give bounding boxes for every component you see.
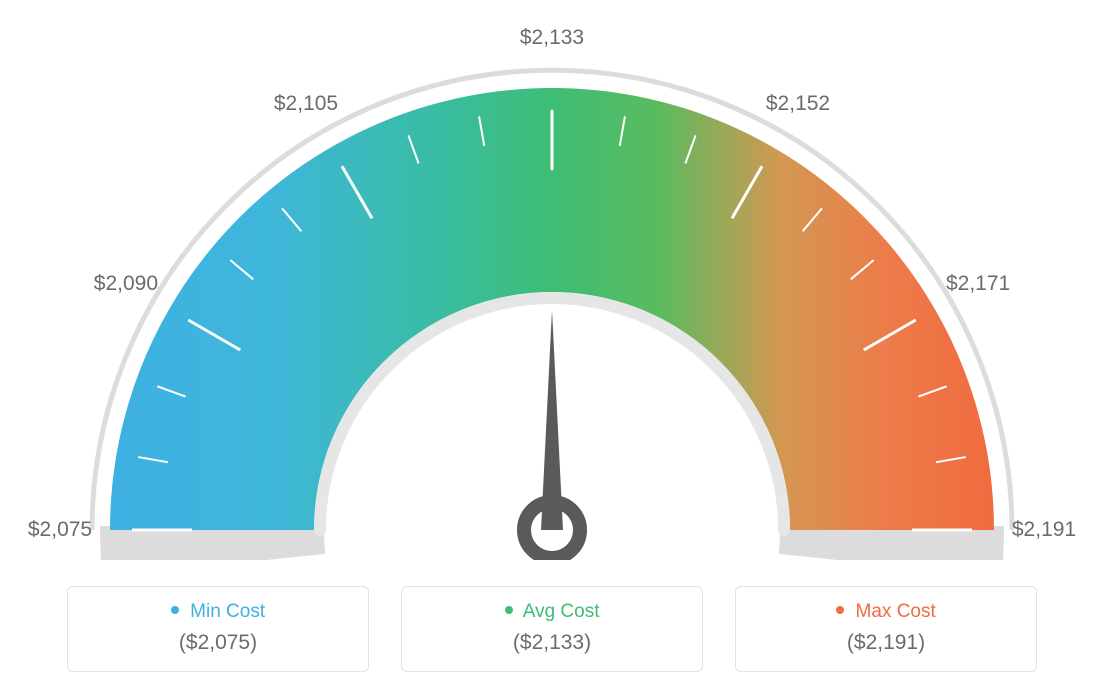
gauge-tick-label: $2,105 bbox=[274, 92, 338, 116]
gauge-tick-label: $2,075 bbox=[28, 518, 92, 542]
gauge-chart: $2,075 $2,090 $2,105 $2,133 $2,152 $2,171 $2,1… bbox=[0, 0, 1104, 560]
legend-title-min: Min Cost bbox=[68, 601, 368, 623]
gauge-tick-label: $2,191 bbox=[1012, 518, 1076, 542]
gauge-tick-label: $2,171 bbox=[946, 272, 1010, 296]
legend-dot-max bbox=[836, 606, 844, 614]
legend-card-max: Max Cost ($2,191) bbox=[735, 586, 1037, 672]
legend-value-avg: ($2,133) bbox=[402, 631, 702, 655]
legend-card-min: Min Cost ($2,075) bbox=[67, 586, 369, 672]
legend-row: Min Cost ($2,075) Avg Cost ($2,133) Max … bbox=[0, 586, 1104, 672]
legend-dot-avg bbox=[505, 606, 513, 614]
legend-label-avg: Avg Cost bbox=[523, 601, 600, 622]
legend-dot-min bbox=[171, 606, 179, 614]
legend-title-max: Max Cost bbox=[736, 601, 1036, 623]
legend-label-max: Max Cost bbox=[856, 601, 936, 622]
gauge-tick-label: $2,133 bbox=[520, 26, 584, 50]
legend-title-avg: Avg Cost bbox=[402, 601, 702, 623]
gauge-tick-label: $2,152 bbox=[766, 92, 830, 116]
legend-card-avg: Avg Cost ($2,133) bbox=[401, 586, 703, 672]
gauge-tick-label: $2,090 bbox=[94, 272, 158, 296]
cost-gauge-container: $2,075 $2,090 $2,105 $2,133 $2,152 $2,171 $2,1… bbox=[0, 0, 1104, 690]
legend-label-min: Min Cost bbox=[190, 601, 265, 622]
legend-value-min: ($2,075) bbox=[68, 631, 368, 655]
legend-value-max: ($2,191) bbox=[736, 631, 1036, 655]
gauge-svg bbox=[0, 0, 1104, 560]
